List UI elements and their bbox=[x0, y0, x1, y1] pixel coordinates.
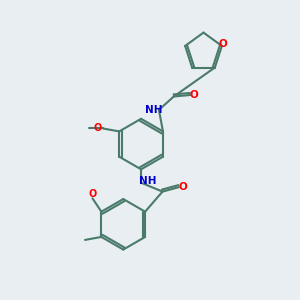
Text: O: O bbox=[88, 189, 97, 199]
Text: O: O bbox=[93, 124, 102, 134]
Text: O: O bbox=[189, 90, 198, 100]
Text: NH: NH bbox=[145, 105, 162, 115]
Text: O: O bbox=[178, 182, 187, 192]
Text: NH: NH bbox=[139, 176, 156, 186]
Text: O: O bbox=[219, 40, 228, 50]
